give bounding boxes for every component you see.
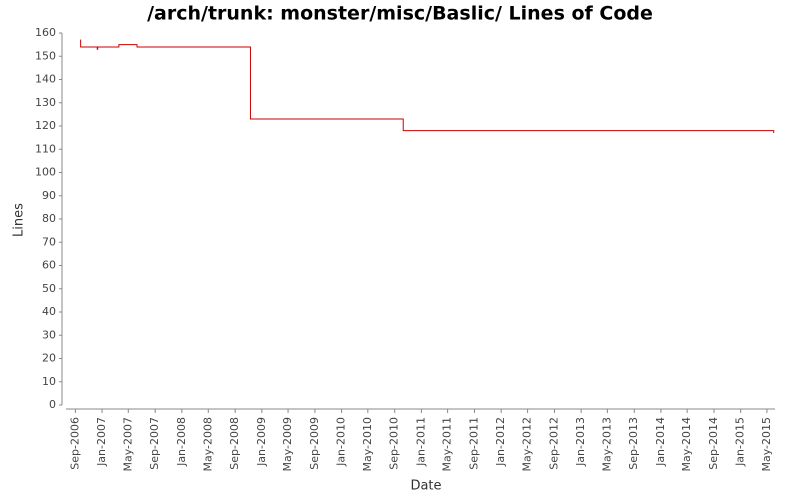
x-tick-label: Jan-2010 bbox=[335, 417, 348, 467]
x-tick-label: Jan-2009 bbox=[255, 417, 268, 467]
y-tick-label: 90 bbox=[42, 189, 56, 202]
y-tick-label: 40 bbox=[42, 305, 56, 318]
x-tick-label: May-2007 bbox=[121, 417, 134, 472]
x-tick-label: May-2008 bbox=[201, 417, 214, 472]
y-tick-label: 110 bbox=[35, 142, 56, 155]
x-tick-label: Sep-2007 bbox=[148, 417, 161, 470]
y-tick-label: 70 bbox=[42, 235, 56, 248]
x-tick-label: Sep-2012 bbox=[547, 417, 560, 470]
plot-area bbox=[66, 33, 775, 405]
x-tick-label: Jan-2015 bbox=[734, 417, 747, 467]
x-tick-label: Sep-2014 bbox=[707, 417, 720, 470]
x-tick-label: May-2011 bbox=[441, 417, 454, 472]
y-tick-label: 120 bbox=[35, 119, 56, 132]
x-tick-label: Jan-2013 bbox=[574, 417, 587, 467]
y-tick-label: 60 bbox=[42, 259, 56, 272]
x-tick-label: Sep-2006 bbox=[68, 417, 81, 470]
x-tick-label: Jan-2011 bbox=[414, 417, 427, 467]
x-axis-title: Date bbox=[410, 479, 441, 494]
y-axis-title: Lines bbox=[12, 203, 27, 237]
x-tick-label: Sep-2008 bbox=[228, 417, 241, 470]
x-tick-label: May-2009 bbox=[281, 417, 294, 472]
y-tick-label: 140 bbox=[35, 73, 56, 86]
x-tick-label: May-2012 bbox=[521, 417, 534, 472]
data-line bbox=[80, 39, 775, 133]
y-tick-label: 80 bbox=[42, 212, 56, 225]
x-tick-label: Sep-2009 bbox=[308, 417, 321, 470]
y-tick-label: 50 bbox=[42, 282, 56, 295]
x-tick-label: Sep-2010 bbox=[388, 417, 401, 470]
y-tick-label: 150 bbox=[35, 49, 56, 62]
x-tick-label: May-2013 bbox=[600, 417, 613, 472]
x-tick-label: Sep-2011 bbox=[467, 417, 480, 470]
y-tick-label: 100 bbox=[35, 166, 56, 179]
y-tick-label: 130 bbox=[35, 96, 56, 109]
x-tick-label: Jan-2012 bbox=[494, 417, 507, 467]
y-tick-label: 10 bbox=[42, 375, 56, 388]
y-tick-label: 20 bbox=[42, 352, 56, 365]
x-tick-label: Sep-2013 bbox=[627, 417, 640, 470]
x-tick-label: May-2014 bbox=[680, 417, 693, 472]
chart-title: /arch/trunk: monster/misc/Baslic/ Lines … bbox=[147, 3, 653, 25]
x-tick-label: Jan-2007 bbox=[95, 417, 108, 467]
x-tick-label: May-2015 bbox=[760, 417, 773, 472]
y-tick-label: 30 bbox=[42, 328, 56, 341]
x-tick-label: Jan-2014 bbox=[654, 417, 667, 467]
y-tick-label: 0 bbox=[49, 398, 56, 411]
y-tick-label: 160 bbox=[35, 26, 56, 39]
x-tick-label: Jan-2008 bbox=[175, 417, 188, 467]
x-tick-label: May-2010 bbox=[361, 417, 374, 472]
